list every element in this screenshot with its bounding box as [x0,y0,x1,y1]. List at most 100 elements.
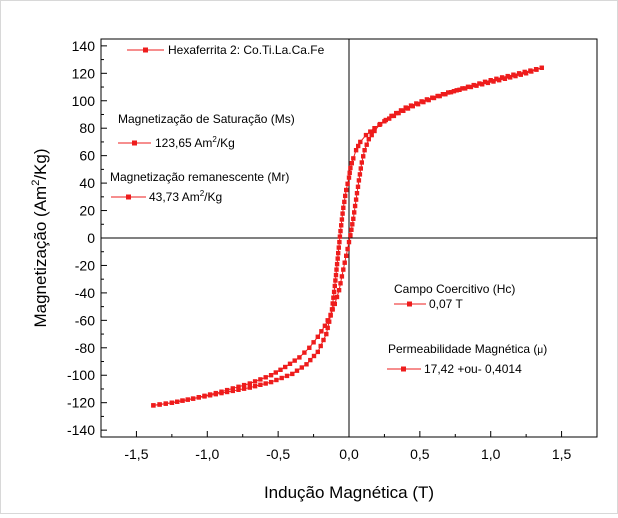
legend-hc: Campo Coercitivo (Hc) 0,07 T [394,282,515,311]
data-point-ascending [468,84,474,90]
data-point-ascending [344,253,349,258]
data-point-ascending [169,400,175,405]
data-point-ascending [463,86,468,91]
data-point-descending [396,110,401,116]
data-point-descending [268,379,274,385]
data-point-descending [358,139,363,145]
data-point-descending [342,199,347,205]
data-point-descending [368,129,373,134]
legend-mu-title-main: Permeabilidade Magnética ( [388,342,537,356]
data-point-ascending [278,367,283,372]
y-axis-title-end: /Kg) [31,148,50,179]
data-point-ascending [372,128,377,134]
legend-mr-value-sup: 2 [200,189,205,198]
data-point-ascending [539,65,544,70]
data-point-ascending [424,97,430,102]
legend-ms-marker [132,140,137,146]
axis-ticks: -1,5 -1,0 -0,5 0,0 0,5 1,0 1,5 -140 -120 -100 -80 -… [67,38,572,462]
data-point-ascending [213,390,218,396]
data-point-descending [311,353,317,359]
y-axis-title-sup: 2 [30,180,42,186]
data-point-descending [356,143,361,149]
data-point-ascending [389,113,394,119]
data-point-descending [465,84,471,89]
legend-ms-value: 123,65 Am2/Kg [155,135,235,150]
data-point-descending [505,73,510,79]
x-tick-label: -0,5 [266,446,290,462]
data-point-descending [348,165,353,171]
data-point-ascending [219,389,224,394]
data-point-ascending [341,267,346,272]
data-point-descending [488,78,493,83]
data-point-ascending [358,166,363,171]
data-point-descending [333,272,339,278]
data-point-descending [339,223,344,228]
data-point-descending [338,228,343,234]
data-point-ascending [336,288,342,293]
data-point-ascending [258,377,263,382]
x-tick-label: 0,0 [339,446,359,462]
data-point-descending [252,384,258,389]
data-point-descending [334,267,339,272]
data-point-descending [236,387,241,392]
data-point-ascending [357,172,363,177]
data-point-ascending [345,246,350,252]
data-point-ascending [353,197,359,202]
data-point-descending [339,217,345,222]
data-point-ascending [354,191,360,196]
data-point-ascending [451,89,457,94]
data-point-ascending [252,379,258,384]
data-point-ascending [315,334,320,339]
x-tick-label: -1,5 [124,446,148,462]
legend-series-label: Hexaferrita 2: Co.Ti.La.Ca.Fe [168,43,325,57]
data-point-descending [337,239,342,245]
y-tick-label: 100 [72,93,96,109]
data-point-ascending [224,387,230,393]
data-point-descending [279,375,284,381]
x-axis-title: Indução Magnética (T) [264,483,434,502]
data-point-descending [349,161,354,166]
data-point-ascending [474,83,479,88]
data-point-ascending [311,340,316,345]
data-point-ascending [330,307,335,312]
data-point-descending [341,205,346,210]
data-point-ascending [356,178,362,183]
legend-mu-title-close: ) [543,342,547,356]
x-tick-label: 1,0 [481,446,501,462]
data-point-ascending [497,78,502,83]
data-point-ascending [292,358,297,363]
data-point-ascending [435,93,440,99]
data-point-descending [315,349,320,355]
data-point-ascending [297,355,302,360]
y-tick-label: -40 [75,285,95,301]
data-point-ascending [403,105,408,110]
data-point-ascending [287,361,293,366]
data-point-ascending [263,375,268,380]
legend-mu: Permeabilidade Magnética (μ) 17,42 +ou- … [387,342,547,376]
data-point-ascending [352,210,357,215]
data-point-ascending [241,382,247,388]
data-point-ascending [394,110,399,116]
data-point-ascending [322,323,328,328]
y-tick-label: -100 [67,367,95,383]
data-point-descending [405,106,411,111]
data-point-ascending [268,373,274,378]
data-point-ascending [355,184,361,189]
data-point-descending [263,381,268,386]
data-point-ascending [190,396,196,401]
x-tick-label: -1,0 [195,446,219,462]
data-point-ascending [163,401,168,406]
data-point-descending [332,283,337,289]
legend-ms-value-main: 123,65 Am [155,136,212,150]
data-point-descending [344,187,349,193]
data-point-descending [499,75,505,80]
data-point-ascending [185,397,190,402]
data-point-descending [401,108,406,113]
data-point-ascending [307,345,312,350]
legend-series-marker [143,47,148,53]
data-point-ascending [491,79,496,84]
y-axis-title-main: Magnetização (Am [31,186,50,328]
legend-hc-value: 0,07 T [429,297,463,311]
x-tick-label: 1,5 [552,446,572,462]
